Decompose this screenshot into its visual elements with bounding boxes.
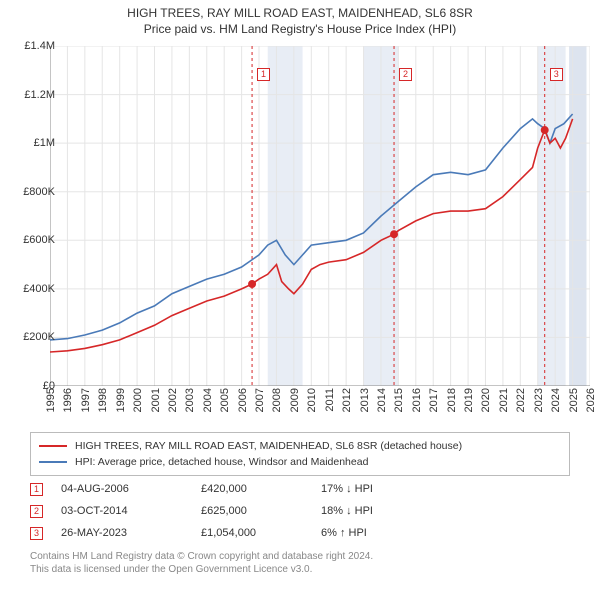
x-tick-label: 2009 — [289, 388, 301, 412]
chart-marker-label: 3 — [550, 68, 563, 81]
x-tick-label: 2002 — [167, 388, 179, 412]
legend-swatch-property — [39, 445, 67, 447]
x-tick-label: 2024 — [550, 388, 562, 412]
x-tick-label: 2020 — [480, 388, 492, 412]
x-tick-label: 2026 — [585, 388, 597, 412]
title-block: HIGH TREES, RAY MILL ROAD EAST, MAIDENHE… — [0, 0, 600, 36]
sales-price-2: £625,000 — [201, 505, 321, 517]
legend-label-hpi: HPI: Average price, detached house, Wind… — [75, 456, 368, 468]
sales-diff-2: 18% ↓ HPI — [321, 505, 441, 517]
sales-diff-3: 6% ↑ HPI — [321, 527, 441, 539]
x-tick-label: 1999 — [115, 388, 127, 412]
legend-row-property: HIGH TREES, RAY MILL ROAD EAST, MAIDENHE… — [39, 438, 561, 454]
x-tick-label: 2013 — [359, 388, 371, 412]
x-tick-label: 2019 — [463, 388, 475, 412]
y-tick-label: £400K — [23, 283, 55, 295]
y-tick-label: £600K — [23, 234, 55, 246]
legend-swatch-hpi — [39, 461, 67, 463]
chart-container: HIGH TREES, RAY MILL ROAD EAST, MAIDENHE… — [0, 0, 600, 590]
sales-marker-1: 1 — [30, 483, 43, 496]
x-tick-label: 2008 — [271, 388, 283, 412]
y-tick-label: £1M — [34, 137, 55, 149]
title-subtitle: Price paid vs. HM Land Registry's House … — [0, 22, 600, 36]
x-tick-label: 2015 — [393, 388, 405, 412]
x-tick-label: 2025 — [568, 388, 580, 412]
x-tick-label: 2018 — [446, 388, 458, 412]
x-tick-label: 2014 — [376, 388, 388, 412]
x-tick-label: 1998 — [97, 388, 109, 412]
sales-row-3: 3 26-MAY-2023 £1,054,000 6% ↑ HPI — [30, 522, 570, 544]
sales-date-1: 04-AUG-2006 — [61, 483, 201, 495]
legend-label-property: HIGH TREES, RAY MILL ROAD EAST, MAIDENHE… — [75, 440, 462, 452]
sales-marker-3: 3 — [30, 527, 43, 540]
sales-date-3: 26-MAY-2023 — [61, 527, 201, 539]
sales-row-2: 2 03-OCT-2014 £625,000 18% ↓ HPI — [30, 500, 570, 522]
footer: Contains HM Land Registry data © Crown c… — [30, 550, 570, 576]
footer-line1: Contains HM Land Registry data © Crown c… — [30, 550, 570, 563]
x-tick-label: 2011 — [324, 388, 336, 412]
legend: HIGH TREES, RAY MILL ROAD EAST, MAIDENHE… — [30, 432, 570, 476]
x-tick-label: 1995 — [45, 388, 57, 412]
y-tick-label: £800K — [23, 186, 55, 198]
x-tick-label: 2010 — [306, 388, 318, 412]
x-tick-label: 2021 — [498, 388, 510, 412]
x-tick-label: 2023 — [533, 388, 545, 412]
sales-diff-1: 17% ↓ HPI — [321, 483, 441, 495]
sales-price-1: £420,000 — [201, 483, 321, 495]
y-tick-label: £1.4M — [24, 40, 55, 52]
x-tick-label: 2022 — [515, 388, 527, 412]
y-tick-label: £200K — [23, 331, 55, 343]
title-address: HIGH TREES, RAY MILL ROAD EAST, MAIDENHE… — [0, 6, 600, 20]
x-tick-label: 2006 — [237, 388, 249, 412]
x-tick-label: 2016 — [411, 388, 423, 412]
sales-marker-2: 2 — [30, 505, 43, 518]
x-tick-label: 2012 — [341, 388, 353, 412]
x-tick-label: 2000 — [132, 388, 144, 412]
chart-marker-label: 1 — [257, 68, 270, 81]
chart-marker-label: 2 — [399, 68, 412, 81]
chart-area — [50, 46, 590, 386]
x-tick-label: 1996 — [62, 388, 74, 412]
footer-line2: This data is licensed under the Open Gov… — [30, 563, 570, 576]
x-tick-label: 2005 — [219, 388, 231, 412]
chart-svg — [50, 46, 590, 386]
sales-row-1: 1 04-AUG-2006 £420,000 17% ↓ HPI — [30, 478, 570, 500]
legend-row-hpi: HPI: Average price, detached house, Wind… — [39, 454, 561, 470]
x-tick-label: 2001 — [150, 388, 162, 412]
x-tick-label: 2003 — [184, 388, 196, 412]
x-tick-label: 2007 — [254, 388, 266, 412]
x-tick-label: 2017 — [428, 388, 440, 412]
x-tick-label: 1997 — [80, 388, 92, 412]
y-tick-label: £1.2M — [24, 89, 55, 101]
sales-date-2: 03-OCT-2014 — [61, 505, 201, 517]
x-tick-label: 2004 — [202, 388, 214, 412]
sales-price-3: £1,054,000 — [201, 527, 321, 539]
sales-table: 1 04-AUG-2006 £420,000 17% ↓ HPI 2 03-OC… — [30, 478, 570, 544]
